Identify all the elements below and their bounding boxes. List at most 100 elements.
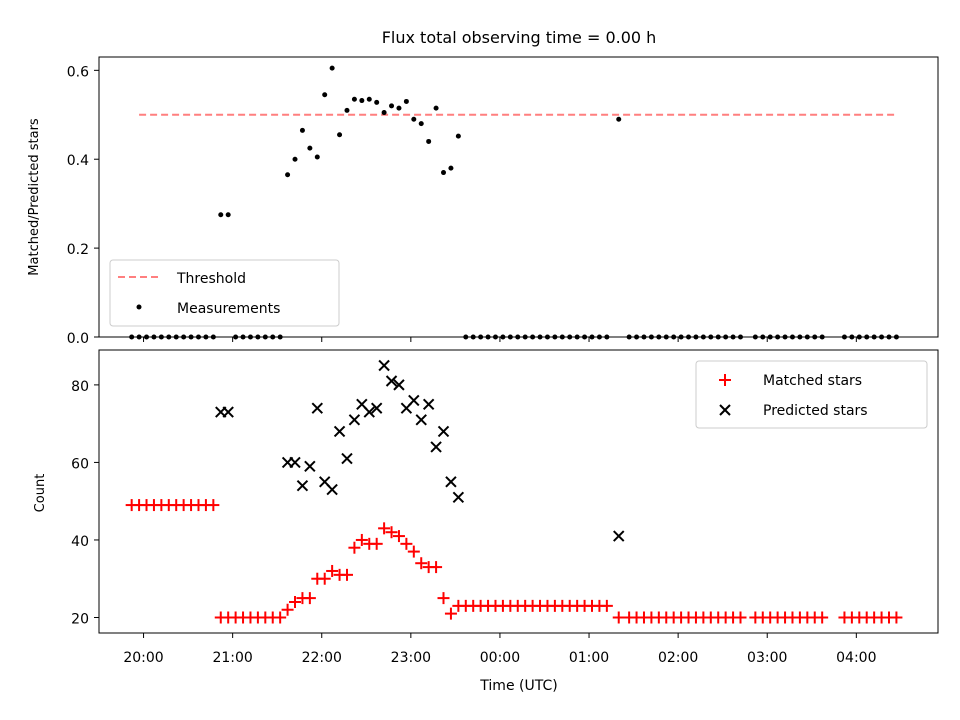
predicted-star-point [326,483,338,496]
x-tick-label: 03:00 [747,650,787,666]
x-tick-label: 02:00 [658,650,698,666]
bottom-y-ticks: 20 40 60 80 [71,379,99,627]
bottom-x-axis-label: Time (UTC) [479,678,557,694]
matched-star-point [612,611,625,624]
predicted-star-point [385,375,398,387]
measurements-legend-swatch [136,304,142,310]
measurement-point [448,165,454,171]
predicted-star-point [445,476,457,488]
x-tick-label: 00:00 [480,650,520,666]
x-tick-label: 01:00 [569,650,609,666]
matched-star-point [318,572,331,585]
matched-star-point [378,522,391,535]
top-axes-frame [98,56,939,338]
y-tick-label: 40 [71,534,89,550]
x-tick-label: 04:00 [836,650,876,666]
measurement-point [366,96,372,102]
x-tick-label: 20:00 [123,650,163,666]
x-tick-label: 23:00 [391,650,431,666]
measurements-legend-label: Measurements [177,301,280,317]
measurement-point [455,133,461,139]
measurement-point [411,116,417,122]
y-tick-label: 60 [71,456,89,472]
chart-title: Flux total observing time = 0.00 h [382,28,657,47]
x-tick-label: 22:00 [302,650,342,666]
matched-star-point [400,537,413,550]
measurement-point [218,212,224,218]
y-tick-label: 0.6 [67,64,89,80]
measurement-point [292,156,298,162]
measurement-point [285,172,291,178]
matched-star-point [437,592,450,605]
top-legend: Threshold Measurements [109,259,340,327]
predicted-legend-swatch [719,404,731,416]
measurement-point [351,96,357,102]
measurement-point [433,105,439,111]
predicted-star-point [370,402,383,414]
predicted-star-point [393,379,405,391]
matched-star-point [281,603,294,616]
measurement-point [374,99,380,105]
top-legend-box [109,259,340,327]
matched-star-point [303,592,316,605]
predicted-star-point [415,414,427,426]
bottom-plot-area [125,359,903,624]
predicted-star-point [289,456,301,469]
matched-star-point [392,530,405,543]
measurement-point [314,154,320,160]
measurement-point [307,145,313,151]
matched-legend-swatch [719,374,731,386]
matched-star-point [444,607,457,620]
measurement-point [426,138,432,144]
measurement-point [389,103,395,109]
matched-star-point [816,611,829,624]
matched-star-point [600,599,613,612]
x-tick-label: 21:00 [212,650,252,666]
matched-star-point [890,611,903,624]
matched-legend-label: Matched stars [763,373,862,389]
predicted-star-point [304,460,316,473]
measurement-point [344,107,350,113]
top-x-ticks [143,337,857,342]
predicted-star-point [333,425,346,438]
measurement-point [337,132,343,138]
predicted-star-point [311,402,323,414]
top-y-ticks: 0.0 0.2 0.4 0.6 [67,64,99,347]
predicted-star-point [222,406,234,418]
predicted-star-point [408,394,420,407]
bottom-y-axis-label: Count [33,474,48,513]
bottom-legend: Matched stars Predicted stars [695,360,928,429]
predicted-star-point [296,479,309,492]
y-tick-label: 0.0 [67,331,89,347]
matched-star-point [289,595,302,608]
matched-star-point [348,541,361,554]
predicted-star-point [363,406,375,418]
matched-star-point [415,557,428,570]
measurement-point [441,170,447,176]
measurement-point [225,212,231,218]
y-tick-label: 0.4 [67,153,89,169]
top-y-axis-label: Matched/Predicted stars [27,118,42,276]
matched-star-point [370,537,383,550]
measurement-point [322,92,328,98]
threshold-legend-label: Threshold [176,271,246,287]
y-tick-label: 20 [71,611,89,627]
matched-star-point [207,499,220,512]
predicted-star-point [378,359,390,372]
matched-star-point [340,568,353,581]
matched-star-point [430,561,443,574]
measurement-point [359,98,365,104]
y-tick-label: 0.2 [67,242,89,258]
measurement-point [381,110,387,116]
matched-star-point [274,611,287,624]
predicted-star-point [437,425,450,438]
measurement-point [396,105,402,111]
predicted-star-point [341,452,353,465]
matched-star-point [326,564,339,577]
matched-star-point [385,526,398,539]
bottom-legend-box [695,360,928,429]
measurement-point [329,65,335,71]
measurement-point [403,98,409,104]
matched-star-point [407,545,420,558]
